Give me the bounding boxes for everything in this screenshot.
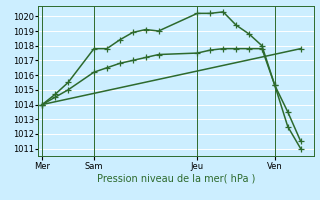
X-axis label: Pression niveau de la mer( hPa ): Pression niveau de la mer( hPa ) (97, 173, 255, 183)
